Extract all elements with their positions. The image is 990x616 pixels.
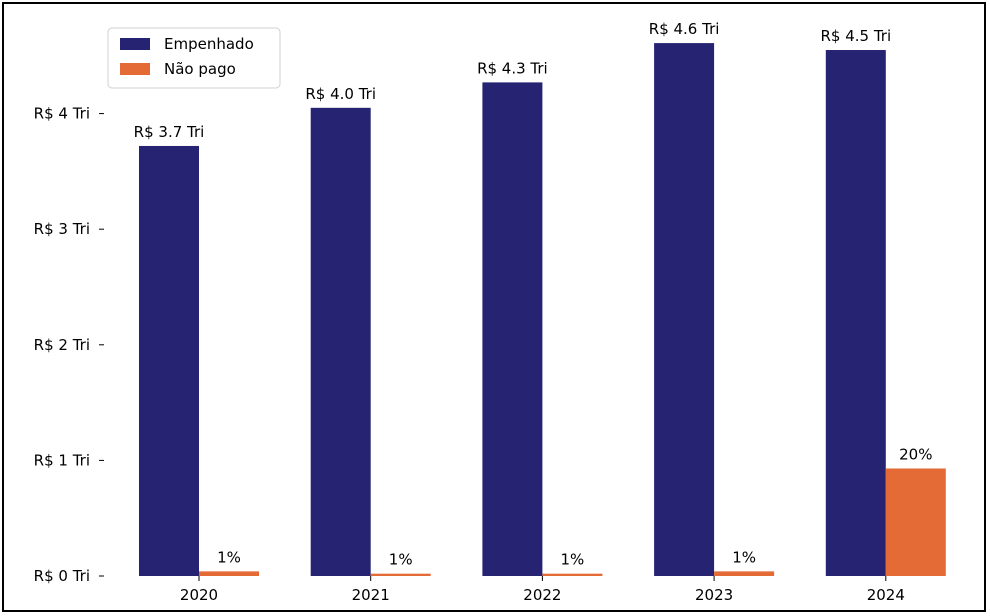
y-axis: R$ 0 Tri R$ 1 Tri R$ 2 Tri R$ 3 Tri R$ 4 Tri: [34, 105, 104, 585]
bar-empenhado: [139, 145, 199, 576]
data-label-nao-pago: 1%: [732, 548, 756, 566]
data-label-nao-pago: 1%: [217, 548, 241, 566]
x-tick-label: 2024: [867, 586, 905, 604]
bar-nao-pago: [885, 468, 946, 576]
legend-swatch: [120, 63, 150, 75]
x-axis: 2020 2021 2022 2023 2024: [180, 576, 905, 604]
bar-nao-pago: [542, 573, 603, 576]
x-tick-label: 2023: [695, 586, 733, 604]
x-tick-label: 2021: [352, 586, 390, 604]
bars: [139, 43, 946, 577]
y-tick-label: R$ 2 Tri: [34, 336, 90, 354]
data-label-nao-pago: 1%: [561, 551, 585, 569]
bar-empenhado: [310, 107, 371, 576]
x-tick-label: 2022: [523, 586, 561, 604]
bar-empenhado: [825, 50, 886, 576]
bar-empenhado: [654, 43, 715, 577]
y-tick-label: R$ 3 Tri: [34, 220, 90, 238]
legend-swatch: [120, 38, 150, 50]
data-label-empenhado: R$ 3.7 Tri: [134, 123, 205, 141]
data-label-empenhado: R$ 4.5 Tri: [820, 27, 891, 45]
bar-empenhado: [482, 82, 543, 576]
data-label-nao-pago: 1%: [389, 551, 413, 569]
bar-nao-pago: [370, 573, 431, 576]
bar-nao-pago: [714, 571, 775, 576]
legend-box: [107, 27, 281, 89]
x-tick-label: 2020: [180, 586, 218, 604]
bar-nao-pago: [199, 571, 259, 576]
data-label-empenhado: R$ 4.3 Tri: [477, 59, 548, 77]
y-tick-label: R$ 0 Tri: [34, 567, 90, 585]
bar-chart: R$ 0 Tri R$ 1 Tri R$ 2 Tri R$ 3 Tri R$ 4 Tri…: [34, 20, 946, 604]
data-label-empenhado: R$ 4.6 Tri: [649, 20, 720, 38]
data-label-nao-pago: 20%: [899, 445, 932, 463]
y-tick-label: R$ 1 Tri: [34, 451, 90, 469]
y-tick-label: R$ 4 Tri: [34, 105, 90, 123]
data-label-empenhado: R$ 4.0 Tri: [305, 85, 376, 103]
legend-label: Empenhado: [164, 35, 254, 53]
legend-label: Não pago: [164, 60, 236, 78]
legend: Empenhado Não pago: [107, 27, 281, 89]
data-labels: R$ 3.7 Tri 1% R$ 4.0 Tri 1% R$ 4.3 Tri 1% R$ 4…: [134, 20, 933, 569]
